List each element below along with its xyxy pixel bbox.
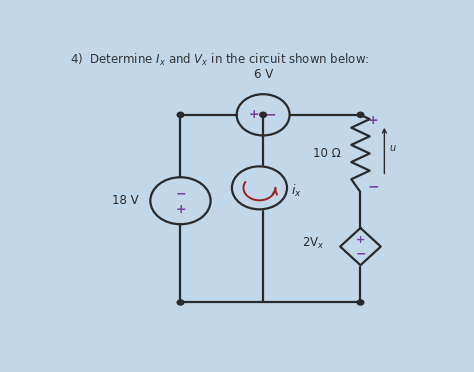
Text: +: +	[248, 108, 259, 121]
Text: $u$: $u$	[389, 143, 397, 153]
Circle shape	[177, 112, 184, 118]
Text: −: −	[355, 248, 366, 261]
Text: +: +	[368, 114, 379, 127]
Text: 6 V: 6 V	[254, 68, 273, 81]
Circle shape	[357, 300, 364, 305]
Text: +: +	[356, 234, 365, 244]
Circle shape	[357, 112, 364, 118]
Text: 2V$_x$: 2V$_x$	[302, 236, 325, 251]
Text: $i_x$: $i_x$	[291, 183, 301, 199]
Text: +: +	[175, 203, 186, 216]
Text: 10 Ω: 10 Ω	[312, 147, 340, 160]
Text: −: −	[264, 108, 276, 122]
Text: 18 V: 18 V	[111, 194, 138, 207]
Circle shape	[260, 112, 266, 118]
Circle shape	[177, 300, 184, 305]
Text: −: −	[175, 187, 186, 200]
Text: 4)  Determine $I_x$ and $V_x$ in the circuit shown below:: 4) Determine $I_x$ and $V_x$ in the circ…	[70, 52, 370, 68]
Text: −: −	[367, 179, 379, 193]
